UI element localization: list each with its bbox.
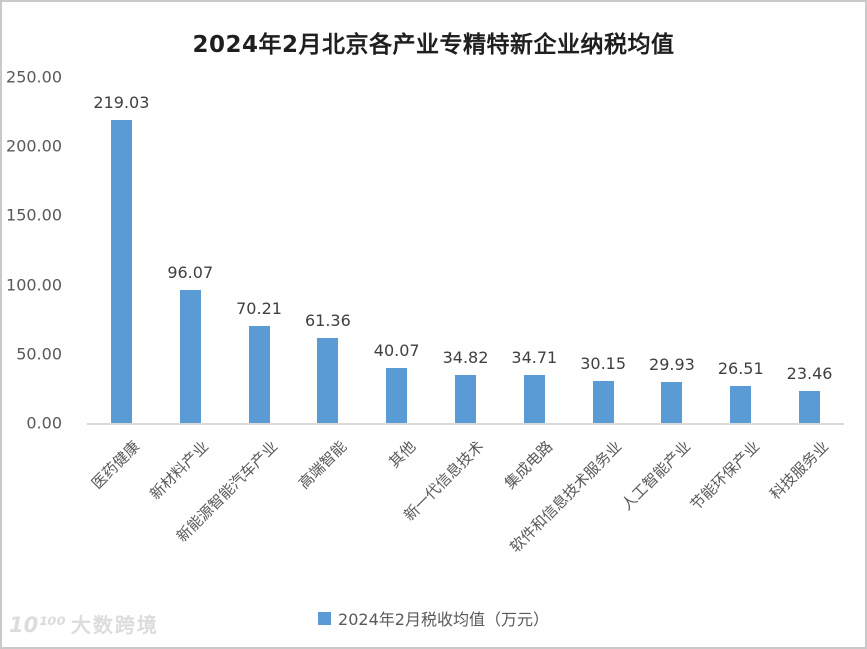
y-axis-tick-label: 250.00 — [6, 67, 62, 87]
y-axis-tick-label: 100.00 — [6, 275, 62, 295]
bar-value-label: 23.46 — [786, 363, 833, 383]
y-axis-tick-label: 50.00 — [16, 344, 62, 364]
bar — [110, 119, 132, 423]
watermark: 10¹⁰⁰ 大数跨境 — [9, 609, 159, 638]
bar-value-label: 96.07 — [167, 263, 214, 283]
bar-value-label: 61.36 — [304, 311, 351, 331]
bar — [317, 338, 339, 423]
bar — [523, 374, 545, 423]
y-axis-tick-label: 200.00 — [6, 136, 62, 156]
bar-value-label: 34.71 — [511, 347, 558, 367]
bar-value-label: 34.82 — [442, 347, 489, 367]
chart-title: 2024年2月北京各产业专精特新企业纳税均值 — [192, 32, 675, 58]
x-axis-line — [87, 423, 844, 425]
x-axis-category-label: 高端智能 — [294, 437, 351, 493]
chart-legend: 2024年2月税收均值（万元） — [0, 606, 867, 630]
y-axis-tick-label: 0.00 — [26, 413, 62, 433]
bar — [799, 390, 821, 423]
legend-series-label: 2024年2月税收均值（万元） — [338, 610, 549, 629]
bar-value-label: 29.93 — [649, 354, 695, 374]
x-axis-category-label: 科技服务业 — [765, 437, 832, 504]
bar-value-label: 30.15 — [580, 354, 627, 374]
watermark-text: 大数跨境 — [70, 613, 159, 637]
bar — [179, 290, 201, 423]
bar — [661, 381, 683, 423]
legend-swatch-icon — [318, 611, 332, 625]
bar-value-label: 26.51 — [717, 359, 764, 379]
x-axis-category-label: 医药健康 — [88, 437, 144, 493]
watermark-logo-icon: 10¹⁰⁰ — [9, 613, 66, 637]
x-axis-category-label: 节能环保产业 — [686, 437, 763, 514]
bar-value-label: 40.07 — [373, 340, 420, 360]
x-axis-category-label: 人工智能产业 — [617, 437, 695, 514]
bar — [592, 381, 614, 423]
bar — [730, 386, 752, 423]
y-axis-tick-label: 150.00 — [6, 205, 62, 225]
x-axis-category-label: 集成电路 — [501, 437, 557, 493]
bar — [386, 367, 408, 423]
bar — [455, 374, 476, 423]
bar-value-label: 219.03 — [93, 92, 150, 112]
bar-value-label: 70.21 — [236, 298, 282, 318]
bar — [248, 325, 270, 423]
x-axis-category-label: 新材料产业 — [146, 437, 213, 504]
x-axis-category-label: 其他 — [384, 437, 419, 472]
